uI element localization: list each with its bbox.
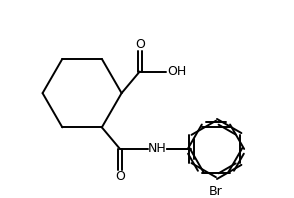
Text: NH: NH — [148, 142, 167, 154]
Text: OH: OH — [167, 65, 186, 78]
Text: O: O — [135, 38, 145, 51]
Text: Br: Br — [209, 185, 223, 198]
Text: O: O — [115, 170, 125, 183]
